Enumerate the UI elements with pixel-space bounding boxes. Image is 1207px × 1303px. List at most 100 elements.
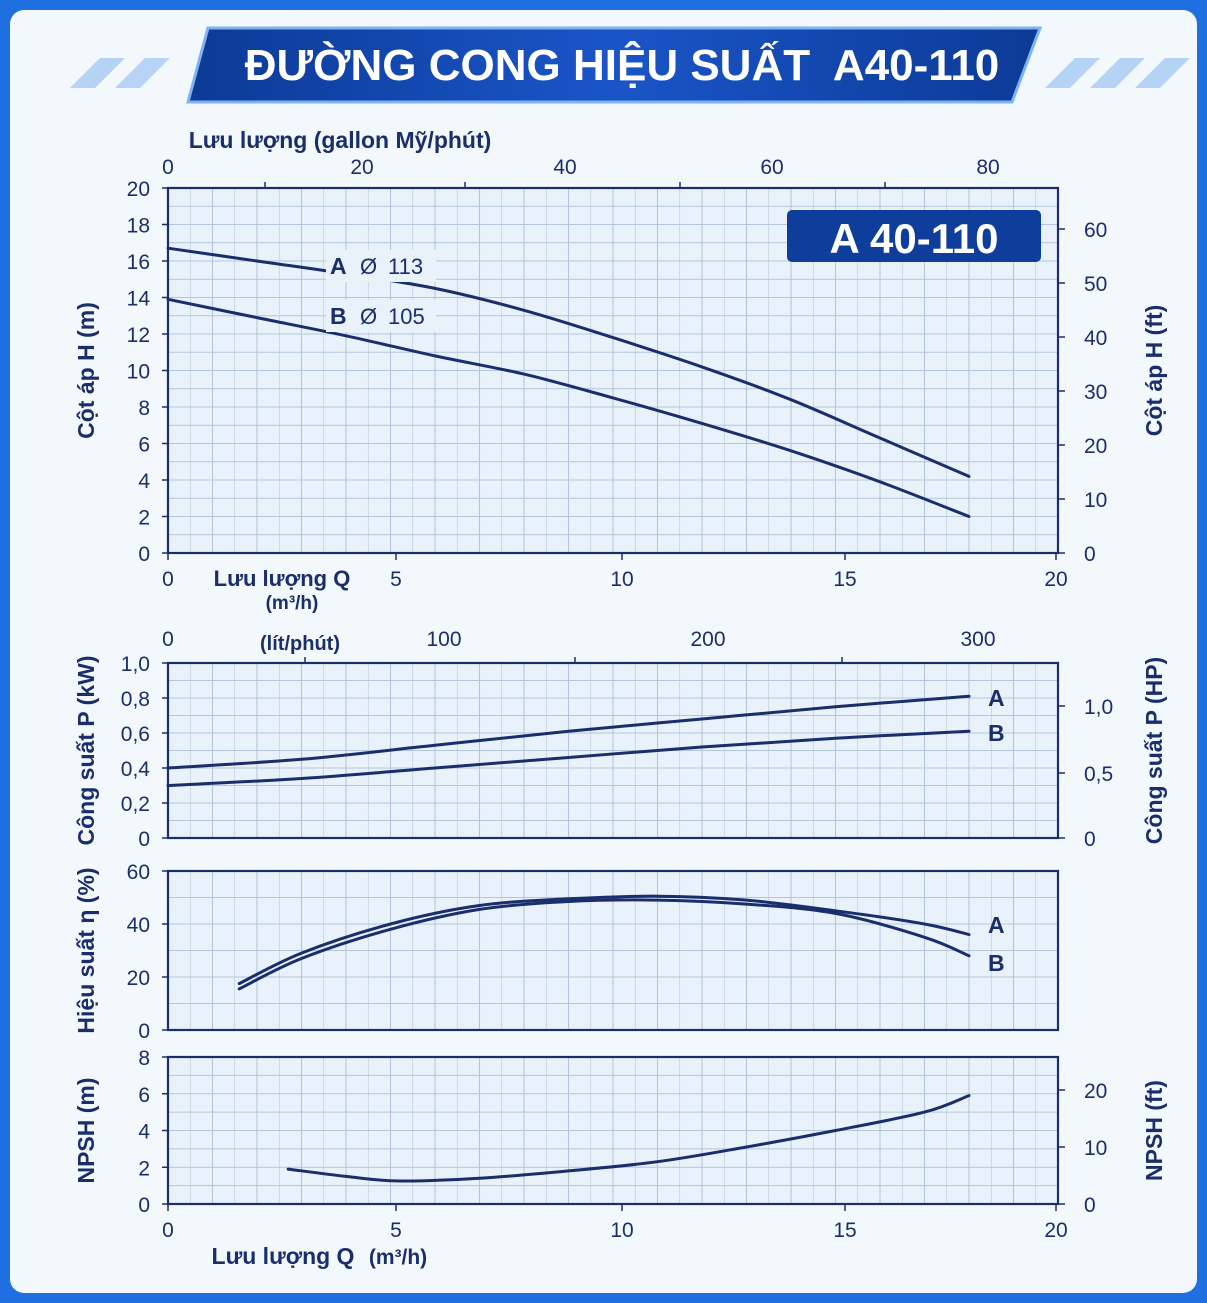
head-y-right-tick-label: 30 (1084, 381, 1107, 404)
head-series-B-line (166, 297, 971, 518)
efficiency-series-A-line (237, 894, 971, 986)
npsh-x-axis-title: Lưu lượng Q (212, 1243, 355, 1269)
power-top-axis-title: (lít/phút) (260, 633, 340, 655)
efficiency-y-axis-title: Hiệu suất η (%) (73, 867, 99, 1033)
head-y-tick-label: 0 (138, 543, 150, 566)
head-y-tick-label: 16 (127, 251, 150, 274)
npsh-y-right-axis-title: NPSH (ft) (1141, 1080, 1167, 1181)
npsh-x-tick-label: 10 (610, 1219, 633, 1242)
head-series-label-name: A (330, 253, 347, 279)
efficiency-series-B-line (237, 898, 971, 991)
npsh-gridlines (168, 1057, 1058, 1204)
efficiency-y-tick-label: 0 (138, 1020, 150, 1043)
npsh-y-tick-label: 6 (138, 1084, 150, 1107)
head-y-right-tick-label: 40 (1084, 327, 1107, 350)
npsh-x-tick-label: 5 (390, 1219, 402, 1242)
head-top-tick-label: 20 (350, 156, 373, 179)
power-y-tick-label: 0,4 (121, 758, 151, 781)
efficiency-y-tick-label: 40 (127, 914, 150, 937)
power-y-axis-title: Công suất P (kW) (73, 656, 99, 846)
power-y-right-tick-label: 1,0 (1084, 696, 1113, 719)
power-y-tick-label: 0,6 (121, 723, 150, 746)
head-x-tick-label: 5 (390, 568, 402, 591)
npsh-y-tick-label: 0 (138, 1194, 150, 1217)
npsh-y-tick-label: 2 (138, 1157, 150, 1180)
head-x-tick-label: 0 (162, 568, 174, 591)
head-series-label-diameter: 113 (388, 254, 423, 279)
efficiency-series-label: B (988, 950, 1005, 976)
efficiency-y-tick-label: 60 (127, 861, 150, 884)
npsh-x-tick-label: 15 (833, 1219, 856, 1242)
head-y-tick-label: 4 (138, 470, 150, 493)
npsh-x-tick-label: 0 (162, 1219, 174, 1242)
head-series-label-symbol: Ø (360, 254, 377, 279)
head-y-right-tick-label: 60 (1084, 219, 1107, 242)
model-badge-label: A 40-110 (830, 215, 999, 262)
head-series-label-diameter: 105 (388, 304, 425, 329)
head-series-label-symbol: Ø (360, 304, 377, 329)
head-top-tick-label: 80 (976, 156, 999, 179)
npsh-y-tick-label: 4 (138, 1121, 150, 1144)
efficiency-plot-border (166, 869, 1060, 1032)
head-chart: 0 2 4 6 8 10 12 14 16 18 20 0 10 20 30 40 50 60 Cột áp H (… (73, 178, 1167, 566)
head-y-tick-label: 14 (127, 288, 151, 311)
npsh-chart: 0 2 4 6 8 0 10 20 NPSH (m) NPSH (ft) (73, 1047, 1167, 1217)
head-y-tick-label: 6 (138, 434, 150, 457)
head-x-axis: 0 5 10 15 20 Lưu lượng Q(m³/h) (162, 553, 1068, 614)
head-top-axis: Lưu lượng (gallon Mỹ/phút) 0 20 40 60 80 (162, 127, 1000, 188)
power-series-label: A (988, 685, 1005, 711)
power-y-tick-label: 0,8 (121, 688, 150, 711)
npsh-y-right-tick-label: 0 (1084, 1194, 1096, 1217)
npsh-x-axis: 0 5 10 15 20 Lưu lượng Q (m³/h) (162, 1204, 1068, 1269)
npsh-x-axis-unit: (m³/h) (369, 1246, 427, 1269)
power-top-axis: 0 100 200 300 (lít/phút) (162, 628, 996, 663)
head-series-label-name: B (330, 303, 347, 329)
head-x-tick-label: 10 (610, 568, 633, 591)
power-top-tick-label: 100 (426, 628, 461, 651)
head-x-tick-label: 15 (833, 568, 856, 591)
head-top-tick-label: 60 (760, 156, 783, 179)
power-series-B-line (166, 729, 971, 787)
head-y-tick-label: 2 (138, 507, 150, 530)
head-y-right-tick-label: 0 (1084, 543, 1096, 566)
head-y-right-tick-label: 10 (1084, 489, 1107, 512)
power-y-right-tick-label: 0 (1084, 828, 1096, 851)
head-y-tick-label: 8 (138, 397, 150, 420)
head-top-axis-title: Lưu lượng (gallon Mỹ/phút) (189, 127, 492, 153)
page-title: ĐƯỜNG CONG HIỆU SUẤT A40-110 (245, 40, 1000, 90)
npsh-x-tick-label: 20 (1044, 1219, 1067, 1242)
head-series-A-line (166, 246, 971, 478)
npsh-y-right-tick-label: 10 (1084, 1137, 1107, 1160)
head-y-tick-label: 10 (127, 361, 150, 384)
power-top-tick-label: 0 (162, 628, 174, 651)
head-top-tick-label: 40 (553, 156, 576, 179)
power-series-A-line (166, 694, 971, 770)
head-top-tick-label: 0 (162, 156, 174, 179)
power-y-right-tick-label: 0,5 (1084, 763, 1113, 786)
model-badge-box (787, 210, 1041, 262)
head-y-tick-label: 12 (127, 324, 150, 347)
head-series-label-bg (326, 300, 436, 332)
banner-decoration (70, 58, 1190, 88)
efficiency-y-tick-label: 20 (127, 967, 150, 990)
efficiency-gridlines (168, 871, 1058, 1030)
power-y-tick-label: 0,2 (121, 793, 150, 816)
head-y-axis-title: Cột áp H (m) (73, 302, 99, 439)
head-x-axis-title: Lưu lượng Q (214, 566, 351, 591)
efficiency-series-label: A (988, 912, 1005, 938)
efficiency-chart: 0 20 40 60 Hiệu suất η (%) (73, 861, 1060, 1043)
npsh-y-tick-label: 8 (138, 1047, 150, 1070)
power-y-tick-label: 0 (138, 828, 150, 851)
power-series-label: B (988, 720, 1005, 746)
head-y-right-tick-label: 20 (1084, 435, 1107, 458)
head-y-right-tick-label: 50 (1084, 273, 1107, 296)
title-banner (186, 26, 1043, 104)
power-gridlines (168, 663, 1058, 838)
npsh-y-axis-title: NPSH (m) (73, 1077, 99, 1183)
model-badge: A 40-110 (787, 210, 1041, 262)
head-y-right-axis-title: Cột áp H (ft) (1141, 305, 1167, 437)
head-x-axis-unit: (m³/h) (266, 593, 319, 614)
npsh-series-npsh-line (286, 1094, 971, 1183)
